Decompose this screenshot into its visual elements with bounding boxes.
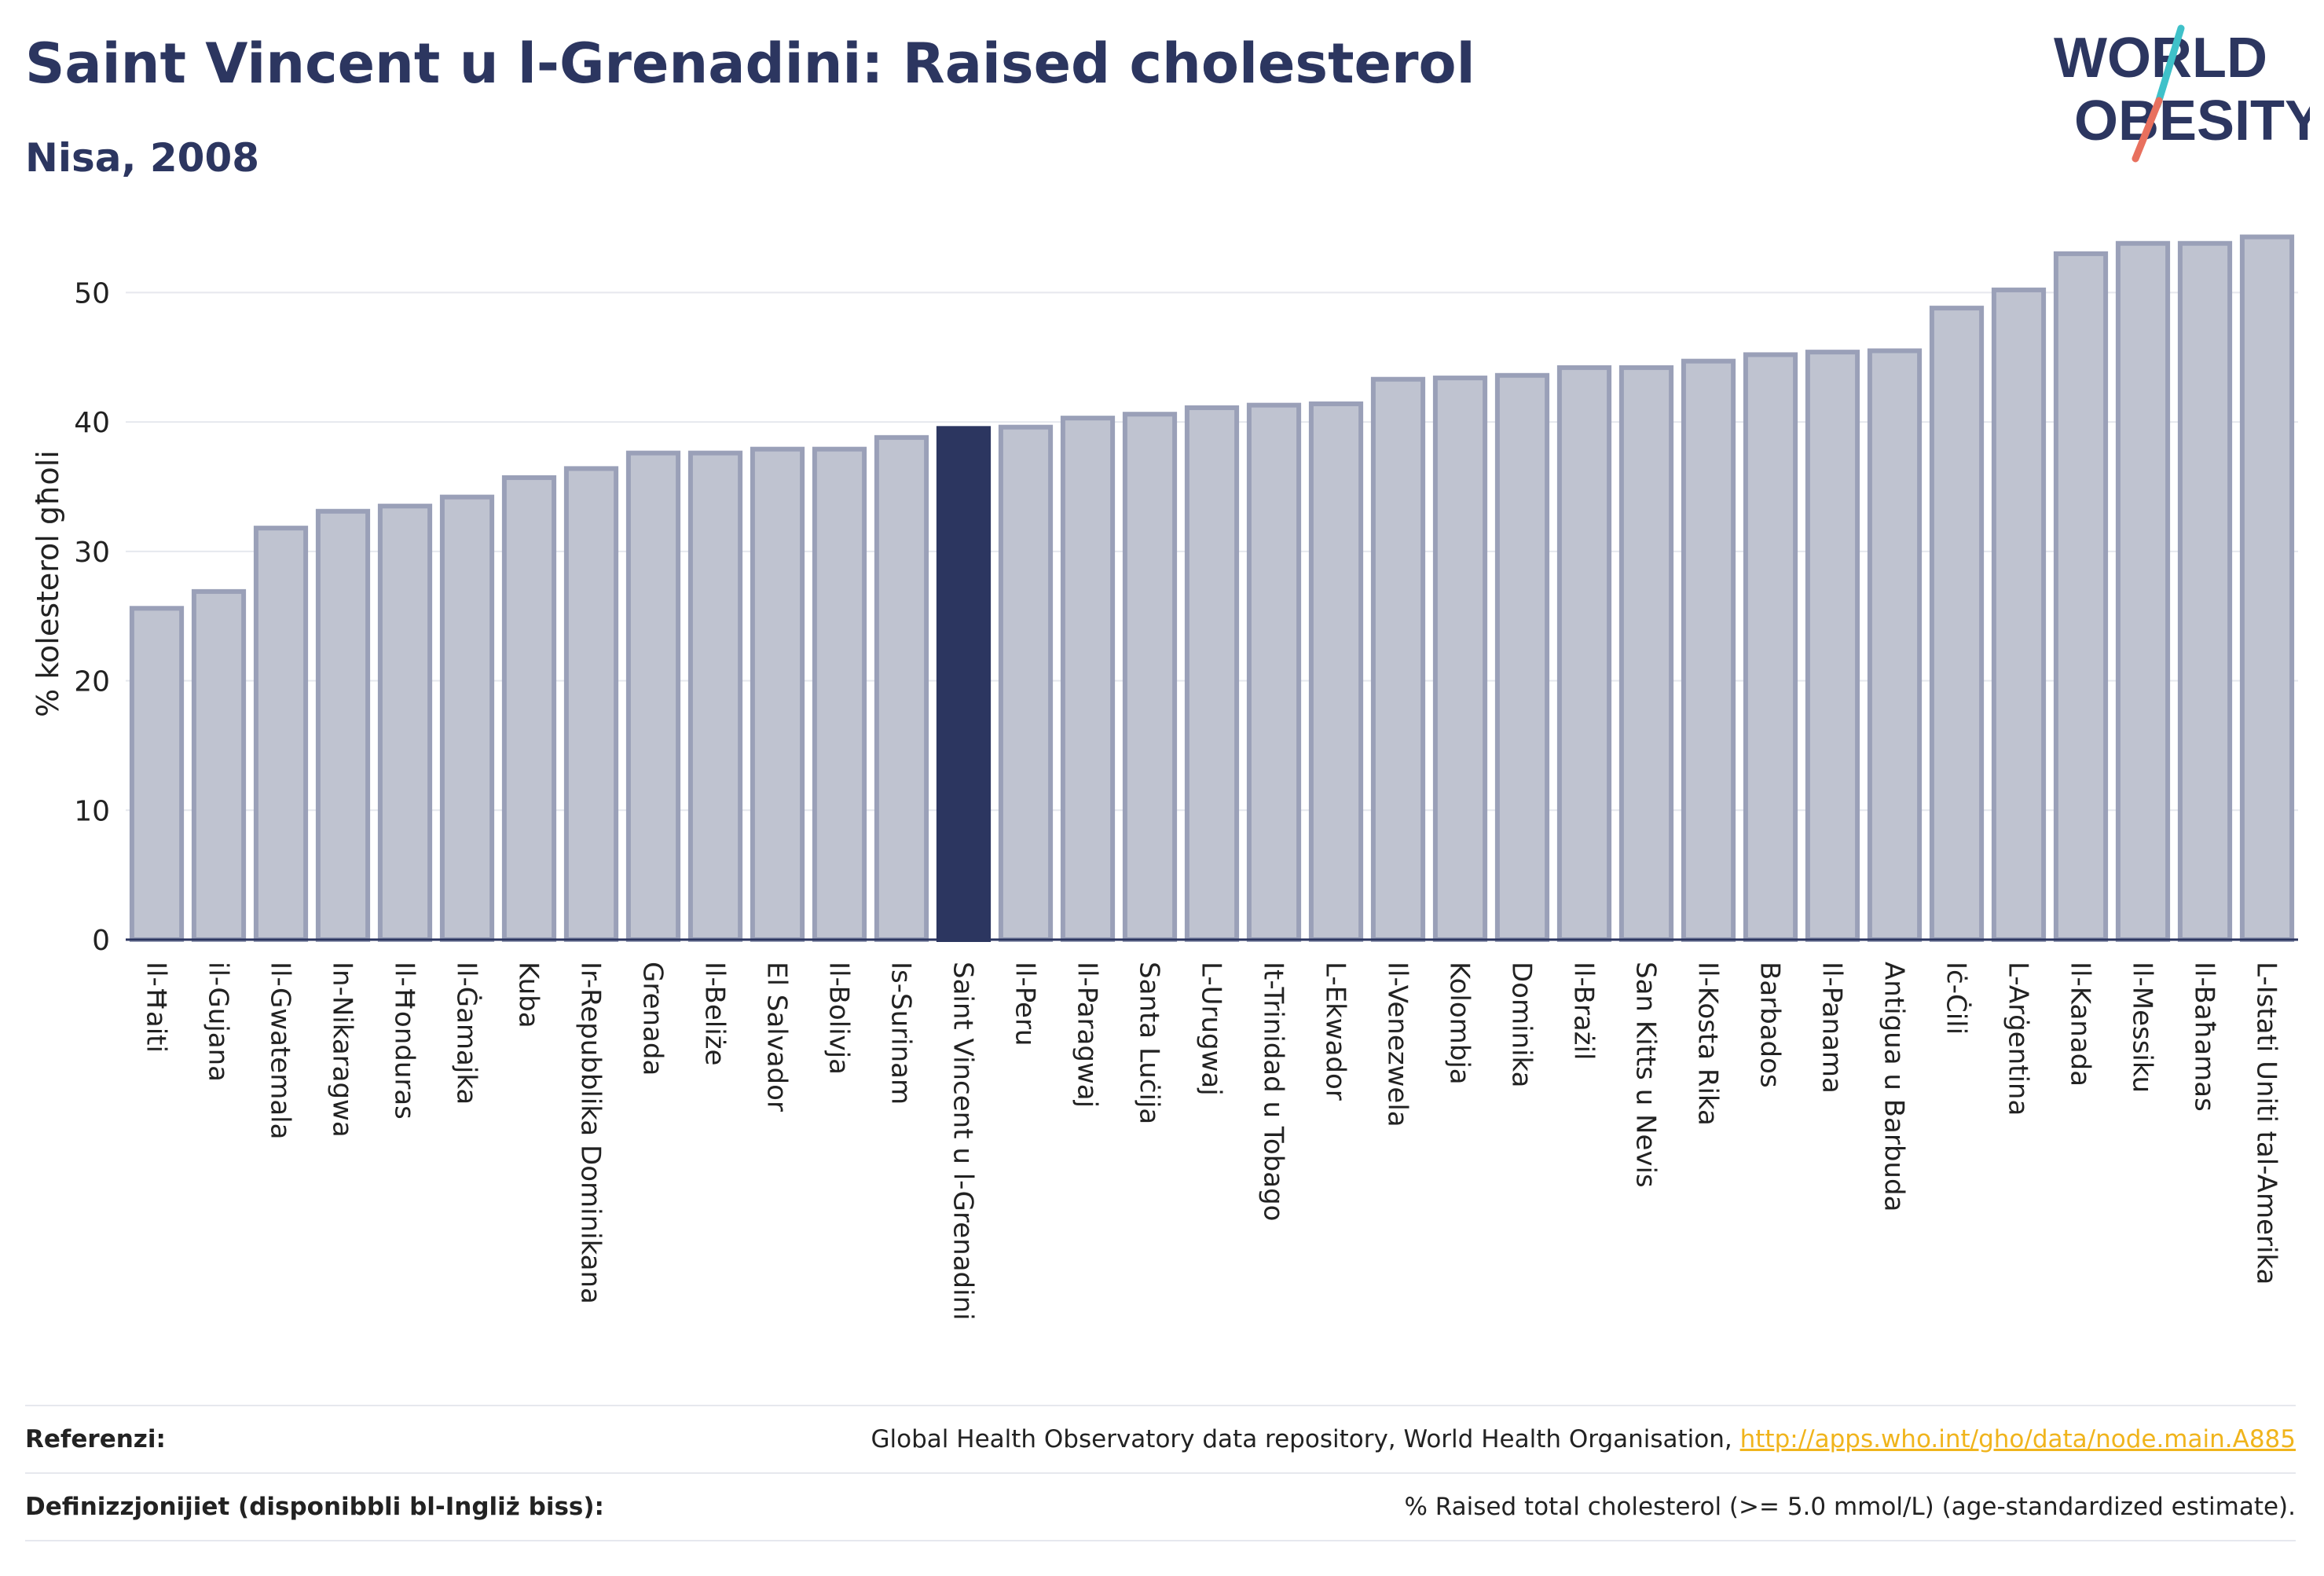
x-tick-label: Kolombja xyxy=(1444,962,1475,1085)
bar xyxy=(1681,358,1736,943)
references-row: Referenzi: Global Health Observatory dat… xyxy=(25,1405,2296,1472)
bar xyxy=(1991,288,2047,942)
definitions-row: Definizzjonijiet (disponibbli bl-Ingliż … xyxy=(25,1472,2296,1541)
references-label: Referenzi: xyxy=(25,1425,166,1453)
bar xyxy=(563,466,619,942)
x-tick-label: Il-Ħonduras xyxy=(389,962,420,1120)
x-tick-label: Il-Ħaiti xyxy=(141,962,172,1053)
bar xyxy=(1556,365,1612,942)
bar xyxy=(2239,234,2295,943)
x-tick-label: L-Urugwaj xyxy=(1196,962,1227,1096)
y-tick-label: 40 xyxy=(74,407,110,439)
world-obesity-logo: WORLD OBESITY xyxy=(2054,24,2310,163)
bar xyxy=(1060,416,1116,942)
bar xyxy=(439,494,495,942)
x-tick-label: L-Istati Uniti tal-Amerika xyxy=(2251,962,2282,1285)
bar xyxy=(129,606,185,942)
bar xyxy=(1122,412,1178,942)
x-tick-label: Is-Surinam xyxy=(885,962,917,1105)
y-tick-label: 0 xyxy=(92,925,110,957)
x-tick-label: Il-Kanada xyxy=(2065,962,2096,1087)
definitions-label: Definizzjonijiet (disponibbli bl-Ingliż … xyxy=(25,1493,604,1521)
y-tick-label: 50 xyxy=(74,277,110,310)
bar xyxy=(1805,350,1860,942)
chart-subtitle: Nisa, 2008 xyxy=(25,135,260,181)
y-tick-label: 10 xyxy=(74,795,110,827)
bars xyxy=(129,234,2295,943)
bar xyxy=(2115,240,2171,942)
x-tick-label: L-Ekwador xyxy=(1320,962,1351,1101)
logo-slash-coral xyxy=(2132,97,2163,163)
bar xyxy=(874,434,929,942)
x-tick-label: Il-Ġamajka xyxy=(451,962,483,1105)
x-tick-label: Il-Messiku xyxy=(2127,962,2158,1093)
bar xyxy=(2177,240,2233,942)
x-tick-label: Santa Luċija xyxy=(1134,962,1165,1124)
bar xyxy=(687,450,743,942)
x-tick-label: Grenada xyxy=(637,962,669,1076)
x-tick-label: Ir-Repubblika Dominikana xyxy=(575,962,607,1304)
bar-highlighted xyxy=(936,426,992,942)
x-tick-label: Il-Kosta Rika xyxy=(1692,962,1724,1126)
x-tick-label: Antigua u Barbuda xyxy=(1879,962,1910,1211)
x-tick-label: In-Nikaragwa xyxy=(327,962,358,1138)
chart-title: Saint Vincent u l-Grenadini: Raised chol… xyxy=(25,31,1475,96)
bar xyxy=(191,588,247,942)
bar-chart: 0 10 20 30 40 50 Il-Ħaiti il-Gujana Il-Gwatemal… xyxy=(31,234,2298,1321)
bar xyxy=(1494,372,1550,943)
x-tick-label: Il-Venezwela xyxy=(1382,962,1413,1127)
logo-text-world: WORLD xyxy=(2054,27,2267,90)
bar xyxy=(1618,365,1674,942)
bar xyxy=(1867,348,1923,942)
y-tick-label: 20 xyxy=(74,666,110,698)
x-tick-label: Il-Gwatemala xyxy=(265,962,296,1139)
x-tick-label: Iċ-Ċili xyxy=(1941,962,1973,1035)
bar xyxy=(2053,251,2109,943)
bar xyxy=(1370,376,1426,942)
definitions-text: % Raised total cholesterol (>= 5.0 mmol/… xyxy=(1404,1493,2296,1521)
references-link[interactable]: http://apps.who.int/gho/data/node.main.A… xyxy=(1739,1425,2296,1453)
x-tick-label: Dominika xyxy=(1506,962,1538,1087)
footer: Referenzi: Global Health Observatory dat… xyxy=(25,1405,2296,1541)
bar xyxy=(812,446,867,942)
x-tick-label: Il-Paragwaj xyxy=(1072,962,1103,1108)
bar xyxy=(501,475,557,942)
bar xyxy=(625,450,681,942)
x-tick-label: Il-Peru xyxy=(1010,962,1041,1046)
bar xyxy=(1308,401,1364,942)
x-tick-label: L-Arġentina xyxy=(2003,962,2034,1116)
references-value: Global Health Observatory data repositor… xyxy=(871,1425,2296,1453)
bar xyxy=(315,508,371,942)
bar xyxy=(750,446,805,942)
x-tick-label: Il-Baħamas xyxy=(2189,962,2220,1112)
x-tick-label: San Kitts u Nevis xyxy=(1630,962,1662,1188)
x-tick-label: il-Gujana xyxy=(203,962,234,1082)
y-tick-labels: 0 10 20 30 40 50 xyxy=(74,277,110,957)
bar xyxy=(253,526,309,942)
bar xyxy=(998,424,1054,942)
x-tick-label: Il-Panama xyxy=(1816,962,1848,1094)
logo-text-obesity: OBESITY xyxy=(2074,90,2310,152)
y-tick-label: 30 xyxy=(74,537,110,569)
x-tick-label: Barbados xyxy=(1754,962,1786,1088)
x-tick-label: Il-Brażil xyxy=(1568,962,1600,1060)
x-tick-labels: Il-Ħaiti il-Gujana Il-Gwatemala In-Nikaragw… xyxy=(141,962,2282,1321)
x-tick-label: Saint Vincent u l-Grenadini xyxy=(948,962,979,1321)
bar xyxy=(1184,405,1240,942)
x-tick-label: Il-Beliże xyxy=(699,962,731,1065)
x-tick-label: Kuba xyxy=(513,962,544,1028)
bar xyxy=(1743,352,1798,942)
logo-slash-teal xyxy=(2154,24,2185,109)
y-axis-label: % kolesterol għoli xyxy=(31,450,65,717)
bar xyxy=(1929,306,1985,942)
bar xyxy=(377,504,433,942)
x-tick-label: It-Trinidad u Tobago xyxy=(1258,962,1289,1221)
x-tick-label: El Salvador xyxy=(761,962,793,1112)
bar xyxy=(1246,402,1302,942)
references-text: Global Health Observatory data repositor… xyxy=(871,1425,1740,1453)
x-tick-label: Il-Bolivja xyxy=(823,962,855,1075)
bar xyxy=(1432,376,1488,943)
